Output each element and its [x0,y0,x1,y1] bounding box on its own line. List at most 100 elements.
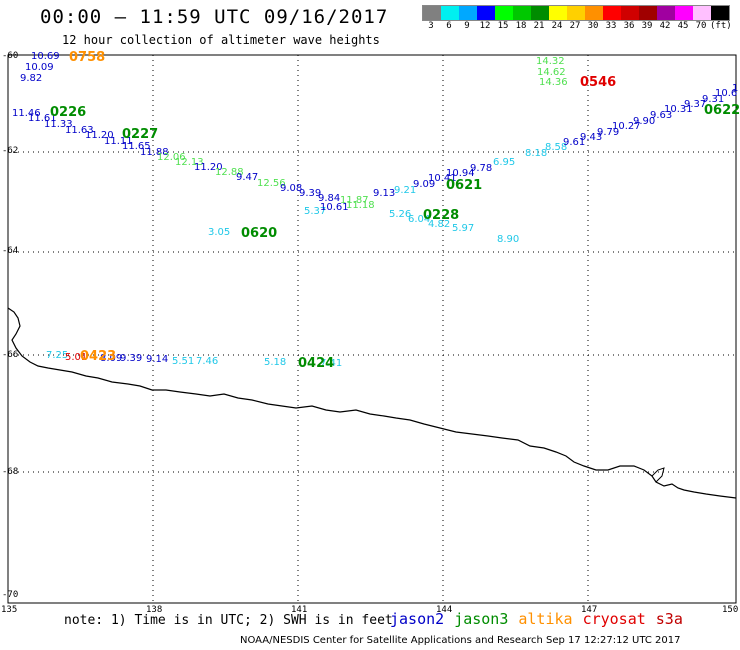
wave-height-value: 11.65 [122,141,151,152]
wave-height-value: 8.09 [100,353,123,364]
wave-height-value: 8.90 [497,234,520,245]
lon-label: 135 [1,605,18,615]
pass-time-label: 0758 [69,50,106,65]
legend-swatch [639,6,657,20]
legend-label: 39 [641,21,653,31]
wave-height-value: 5.51 [172,356,195,367]
legend-swatch [531,6,549,20]
wave-height-value: 12.56 [257,178,286,189]
legend-swatch [549,6,567,20]
color-scale-labels: 3 6 9 12 15 18 21 24 27 30 33 36 39 42 45 70 (ft) [422,21,732,31]
legend-label: 21 [533,21,545,31]
pass-time-label: 0226 [50,105,87,120]
lat-label: -66 [2,350,19,360]
pass-time-label: 0621 [446,178,483,193]
wave-height-value: 11.61 [28,113,57,124]
legend-swatch [585,6,603,20]
wave-height-value: 9.61 [563,137,586,148]
wave-height-value: 11.88 [140,147,169,158]
wave-height-value: 11.33 [44,119,73,130]
wave-height-value: 9.21 [394,185,417,196]
wave-height-value: 9.37 [684,99,707,110]
legend-swatch [657,6,675,20]
legend-label: 42 [659,21,671,31]
wave-height-value: 6.95 [493,157,516,168]
wave-height-value: 9.79 [597,127,620,138]
legend-label: 18 [515,21,527,31]
wave-height-value: 9.14 [146,354,169,365]
wave-height-value: 12.06 [157,152,186,163]
lon-label: 144 [436,605,453,615]
pass-time-label: 0424 [298,356,335,371]
satellite-s3a: s3a [655,610,683,628]
wave-height-value: 9.08 [280,183,303,194]
satellite-cryosat: cryosat [582,610,646,628]
legend-label: 30 [587,21,599,31]
pass-time-label: 0423 [80,349,117,364]
legend-swatch [459,6,477,20]
wave-height-value: 14.62 [537,67,566,78]
lon-label: 141 [291,605,308,615]
wave-height-value: 9.47 [236,172,259,183]
lat-label: -70 [2,590,19,600]
wave-height-value: 11.87 [340,195,369,206]
wave-height-value: 11.63 [65,125,94,136]
color-scale-legend [422,5,730,21]
pass-time-label: 0622 [704,103,740,118]
wave-height-value: 11.46 [12,108,41,119]
lon-label: 138 [146,605,163,615]
wave-height-value: 10.61 [320,202,349,213]
legend-label: 45 [677,21,689,31]
legend-label: 15 [497,21,509,31]
wave-height-value: 8.18 [525,148,548,159]
legend-swatch [567,6,585,20]
wave-height-value: 3.05 [208,227,231,238]
legend-label: 12 [479,21,491,31]
wave-height-value: 14.32 [536,56,565,67]
legend-label: 33 [605,21,617,31]
wave-height-value: 5.01 [65,352,88,363]
wave-height-value: 12.88 [215,167,244,178]
wave-height-value: 5.37 [304,206,327,217]
legend-swatch [693,6,711,20]
wave-height-value: 5.26 [389,209,412,220]
legend-swatch [495,6,513,20]
wave-height-value: 11.18 [346,200,375,211]
wave-height-value: 9.90 [633,116,656,127]
wave-height-value: 5.97 [452,223,475,234]
wave-height-value: 12.13 [175,157,204,168]
wave-height-value: 4.82 [428,219,451,230]
wave-height-value: 9.82 [20,73,43,84]
legend-label: 70 [695,21,707,31]
wave-height-value: 7.46 [196,356,219,367]
wave-height-value: 8.58 [545,142,568,153]
legend-swatch [675,6,693,20]
antarctic-coastline [7,307,737,499]
footnote: note: 1) Time is in UTC; 2) SWH is in fe… [64,613,393,628]
legend-label: (ft) [710,21,732,31]
wave-height-value: 9.13 [373,188,396,199]
page-title: 00:00 – 11:59 UTC 09/16/2017 [40,6,389,28]
wave-height-value: 11.20 [85,130,114,141]
satellite-legend: jason2 jason3 altika cryosat s3a [390,610,693,628]
wave-height-value: 10.31 [664,104,693,115]
lon-label: 150 [722,605,739,615]
wave-height-value: 9.78 [470,163,493,174]
credit-line: NOAA/NESDIS Center for Satellite Applica… [240,635,681,646]
legend-swatch [441,6,459,20]
legend-swatch [513,6,531,20]
wave-height-value: 9.63 [650,110,673,121]
wave-height-value: 9.39 [299,188,322,199]
pass-time-label: 0228 [423,208,460,223]
lat-label: -60 [2,51,19,61]
wave-height-value: 10.94 [446,168,475,179]
wave-height-value: 7.25 [46,350,69,361]
legend-swatch [603,6,621,20]
wave-height-value: 9.31 [702,94,725,105]
wave-height-value: 7.41 [320,358,343,369]
wave-height-value: 14.36 [539,77,568,88]
wave-height-value: 5.18 [264,357,287,368]
legend-swatch [477,6,495,20]
legend-label: 27 [569,21,581,31]
